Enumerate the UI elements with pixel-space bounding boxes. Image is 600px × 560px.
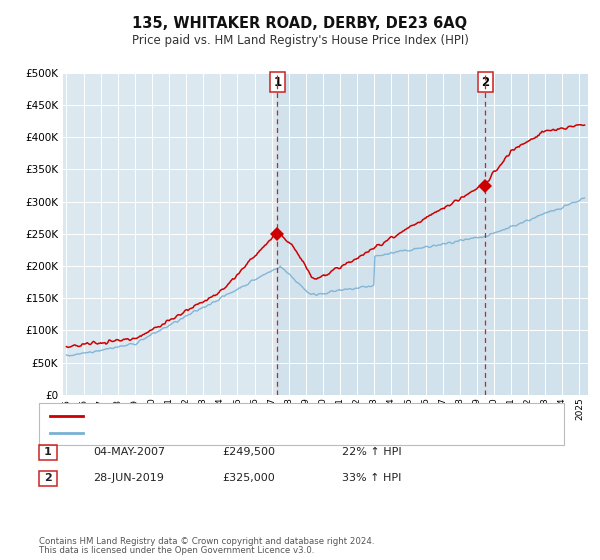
Text: 22% ↑ HPI: 22% ↑ HPI	[342, 447, 401, 458]
Text: 135, WHITAKER ROAD, DERBY, DE23 6AQ: 135, WHITAKER ROAD, DERBY, DE23 6AQ	[133, 16, 467, 31]
Bar	[277, 73, 588, 395]
Text: 33% ↑ HPI: 33% ↑ HPI	[342, 473, 401, 483]
Text: Price paid vs. HM Land Registry's House Price Index (HPI): Price paid vs. HM Land Registry's House …	[131, 34, 469, 47]
Text: Contains HM Land Registry data © Crown copyright and database right 2024.: Contains HM Land Registry data © Crown c…	[39, 538, 374, 547]
Text: 135, WHITAKER ROAD, DERBY, DE23 6AQ (detached house): 135, WHITAKER ROAD, DERBY, DE23 6AQ (det…	[90, 411, 387, 421]
Text: HPI: Average price, detached house, City of Derby: HPI: Average price, detached house, City…	[90, 428, 340, 438]
Text: £249,500: £249,500	[222, 447, 275, 458]
Text: This data is licensed under the Open Government Licence v3.0.: This data is licensed under the Open Gov…	[39, 547, 314, 556]
Text: 2: 2	[44, 473, 52, 483]
Text: 04-MAY-2007: 04-MAY-2007	[93, 447, 165, 458]
Text: 2: 2	[481, 76, 489, 88]
Text: 28-JUN-2019: 28-JUN-2019	[93, 473, 164, 483]
Text: 1: 1	[274, 76, 281, 88]
Text: £325,000: £325,000	[222, 473, 275, 483]
Text: 1: 1	[44, 447, 52, 458]
